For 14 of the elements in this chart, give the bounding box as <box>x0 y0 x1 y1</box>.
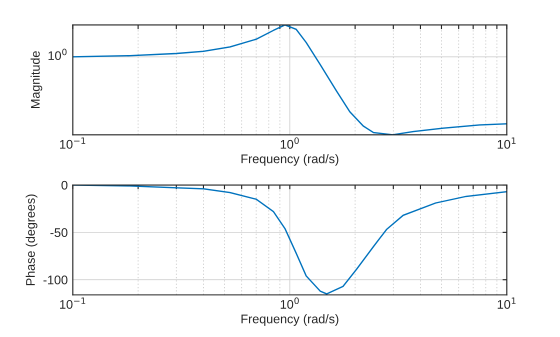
x-tick-label: 10$^{−1}$ <box>60 298 86 309</box>
y-axis-title: Phase (degrees) <box>26 194 38 286</box>
x-tick-label: 10$^{−1}$ <box>60 137 86 149</box>
text: 10$^{0}$ <box>48 48 67 60</box>
x-tick-label: 10$^{0}$ <box>280 137 299 149</box>
x-tick-label: 10$^{1}$ <box>498 298 516 309</box>
x-axis-title: Frequency (rad/s) <box>242 314 338 326</box>
x-tick-label: 10$^{0}$ <box>280 297 299 309</box>
y-axis-title: Magnitude <box>30 51 42 108</box>
y-tick-label: -100 <box>43 276 68 284</box>
x-tick-label: 10$^{1}$ <box>498 137 516 149</box>
y-tick-label: -50 <box>50 228 68 238</box>
y-tick-label: 0 <box>61 180 68 190</box>
x-axis-title: Frequency (rad/s) <box>242 154 338 166</box>
